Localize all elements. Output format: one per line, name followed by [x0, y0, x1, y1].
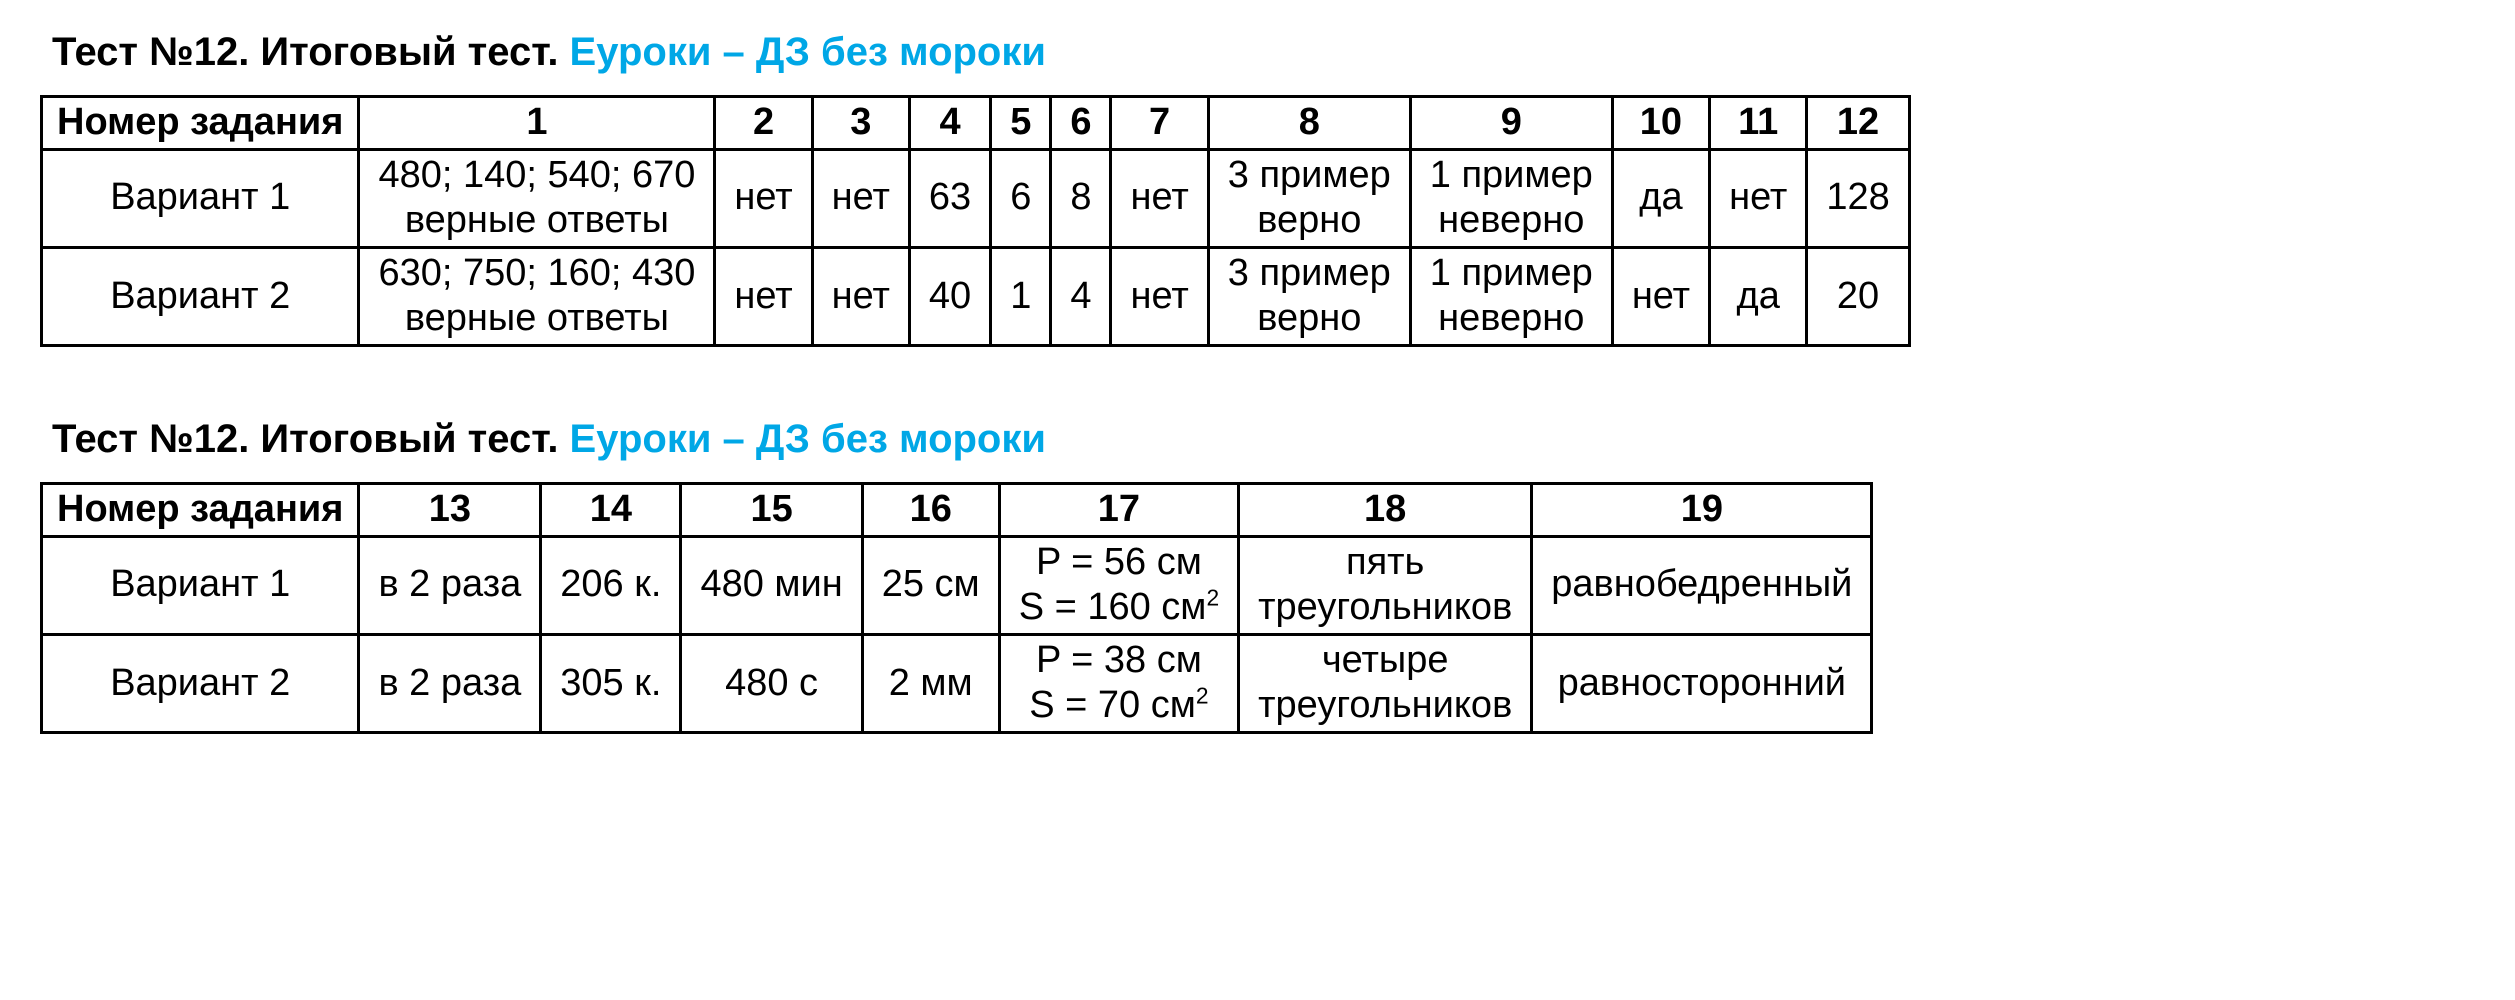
col-header: 4 — [909, 97, 990, 150]
col-header: 5 — [991, 97, 1051, 150]
cell: 480; 140; 540; 670верные ответы — [359, 149, 715, 247]
row-label: Вариант 2 — [42, 247, 359, 345]
col-header: 19 — [1532, 483, 1872, 536]
col-header: 7 — [1111, 97, 1208, 150]
cell: 480 мин — [681, 536, 862, 634]
col-header: 8 — [1208, 97, 1410, 150]
cell: 3 примерверно — [1208, 247, 1410, 345]
heading-link: Еуроки – ДЗ без мороки — [570, 30, 1046, 74]
cell: нет — [812, 149, 909, 247]
cell: равносторонний — [1532, 634, 1872, 732]
cell: 4 — [1051, 247, 1111, 345]
col-header: 17 — [999, 483, 1238, 536]
cell: 20 — [1807, 247, 1909, 345]
cell: нет — [715, 149, 812, 247]
cell: пятьтреугольников — [1239, 536, 1532, 634]
cell: 8 — [1051, 149, 1111, 247]
table-header-row: Номер задания 13 14 15 16 17 18 19 — [42, 483, 1872, 536]
cell: четыретреугольников — [1239, 634, 1532, 732]
col-header: 3 — [812, 97, 909, 150]
cell: нет — [812, 247, 909, 345]
row-header-label: Номер задания — [42, 97, 359, 150]
row-label: Вариант 2 — [42, 634, 359, 732]
cell: 3 примерверно — [1208, 149, 1410, 247]
cell: нет — [715, 247, 812, 345]
heading-prefix: Тест №12. Итоговый тест. — [52, 30, 570, 74]
cell: 1 — [991, 247, 1051, 345]
section-heading-2: Тест №12. Итоговый тест. Еуроки – ДЗ без… — [52, 417, 2475, 462]
col-header: 11 — [1710, 97, 1807, 150]
cell: 63 — [909, 149, 990, 247]
cell: 25 см — [862, 536, 999, 634]
cell: нет — [1111, 149, 1208, 247]
cell: P = 38 смS = 70 см2 — [999, 634, 1238, 732]
heading-prefix: Тест №12. Итоговый тест. — [52, 417, 570, 461]
cell: 480 с — [681, 634, 862, 732]
row-header-label: Номер задания — [42, 483, 359, 536]
row-label: Вариант 1 — [42, 536, 359, 634]
cell: P = 56 смS = 160 см2 — [999, 536, 1238, 634]
cell: да — [1612, 149, 1709, 247]
col-header: 9 — [1410, 97, 1612, 150]
cell: нет — [1612, 247, 1709, 345]
col-header: 18 — [1239, 483, 1532, 536]
col-header: 6 — [1051, 97, 1111, 150]
cell: 1 примерневерно — [1410, 149, 1612, 247]
cell: в 2 раза — [359, 536, 541, 634]
table-row: Вариант 1 в 2 раза 206 к. 480 мин 25 см … — [42, 536, 1872, 634]
heading-link: Еуроки – ДЗ без мороки — [570, 417, 1046, 461]
cell: 40 — [909, 247, 990, 345]
col-header: 1 — [359, 97, 715, 150]
cell: 6 — [991, 149, 1051, 247]
col-header: 12 — [1807, 97, 1909, 150]
cell: в 2 раза — [359, 634, 541, 732]
section-heading-1: Тест №12. Итоговый тест. Еуроки – ДЗ без… — [52, 30, 2475, 75]
col-header: 16 — [862, 483, 999, 536]
answers-table-1: Номер задания 1 2 3 4 5 6 7 8 9 10 11 12… — [40, 95, 1911, 347]
col-header: 14 — [541, 483, 681, 536]
table-header-row: Номер задания 1 2 3 4 5 6 7 8 9 10 11 12 — [42, 97, 1910, 150]
cell: нет — [1111, 247, 1208, 345]
col-header: 2 — [715, 97, 812, 150]
col-header: 10 — [1612, 97, 1709, 150]
col-header: 13 — [359, 483, 541, 536]
cell: 128 — [1807, 149, 1909, 247]
cell: 305 к. — [541, 634, 681, 732]
table-row: Вариант 2 630; 750; 160; 430верные ответ… — [42, 247, 1910, 345]
answers-table-2: Номер задания 13 14 15 16 17 18 19 Вариа… — [40, 482, 1873, 734]
cell: да — [1710, 247, 1807, 345]
cell: 630; 750; 160; 430верные ответы — [359, 247, 715, 345]
cell: 1 примерневерно — [1410, 247, 1612, 345]
table-row: Вариант 1 480; 140; 540; 670верные ответ… — [42, 149, 1910, 247]
cell: нет — [1710, 149, 1807, 247]
page: Тест №12. Итоговый тест. Еуроки – ДЗ без… — [0, 0, 2515, 834]
cell: равнобедренный — [1532, 536, 1872, 634]
col-header: 15 — [681, 483, 862, 536]
cell: 2 мм — [862, 634, 999, 732]
cell: 206 к. — [541, 536, 681, 634]
table-row: Вариант 2 в 2 раза 305 к. 480 с 2 мм P =… — [42, 634, 1872, 732]
row-label: Вариант 1 — [42, 149, 359, 247]
